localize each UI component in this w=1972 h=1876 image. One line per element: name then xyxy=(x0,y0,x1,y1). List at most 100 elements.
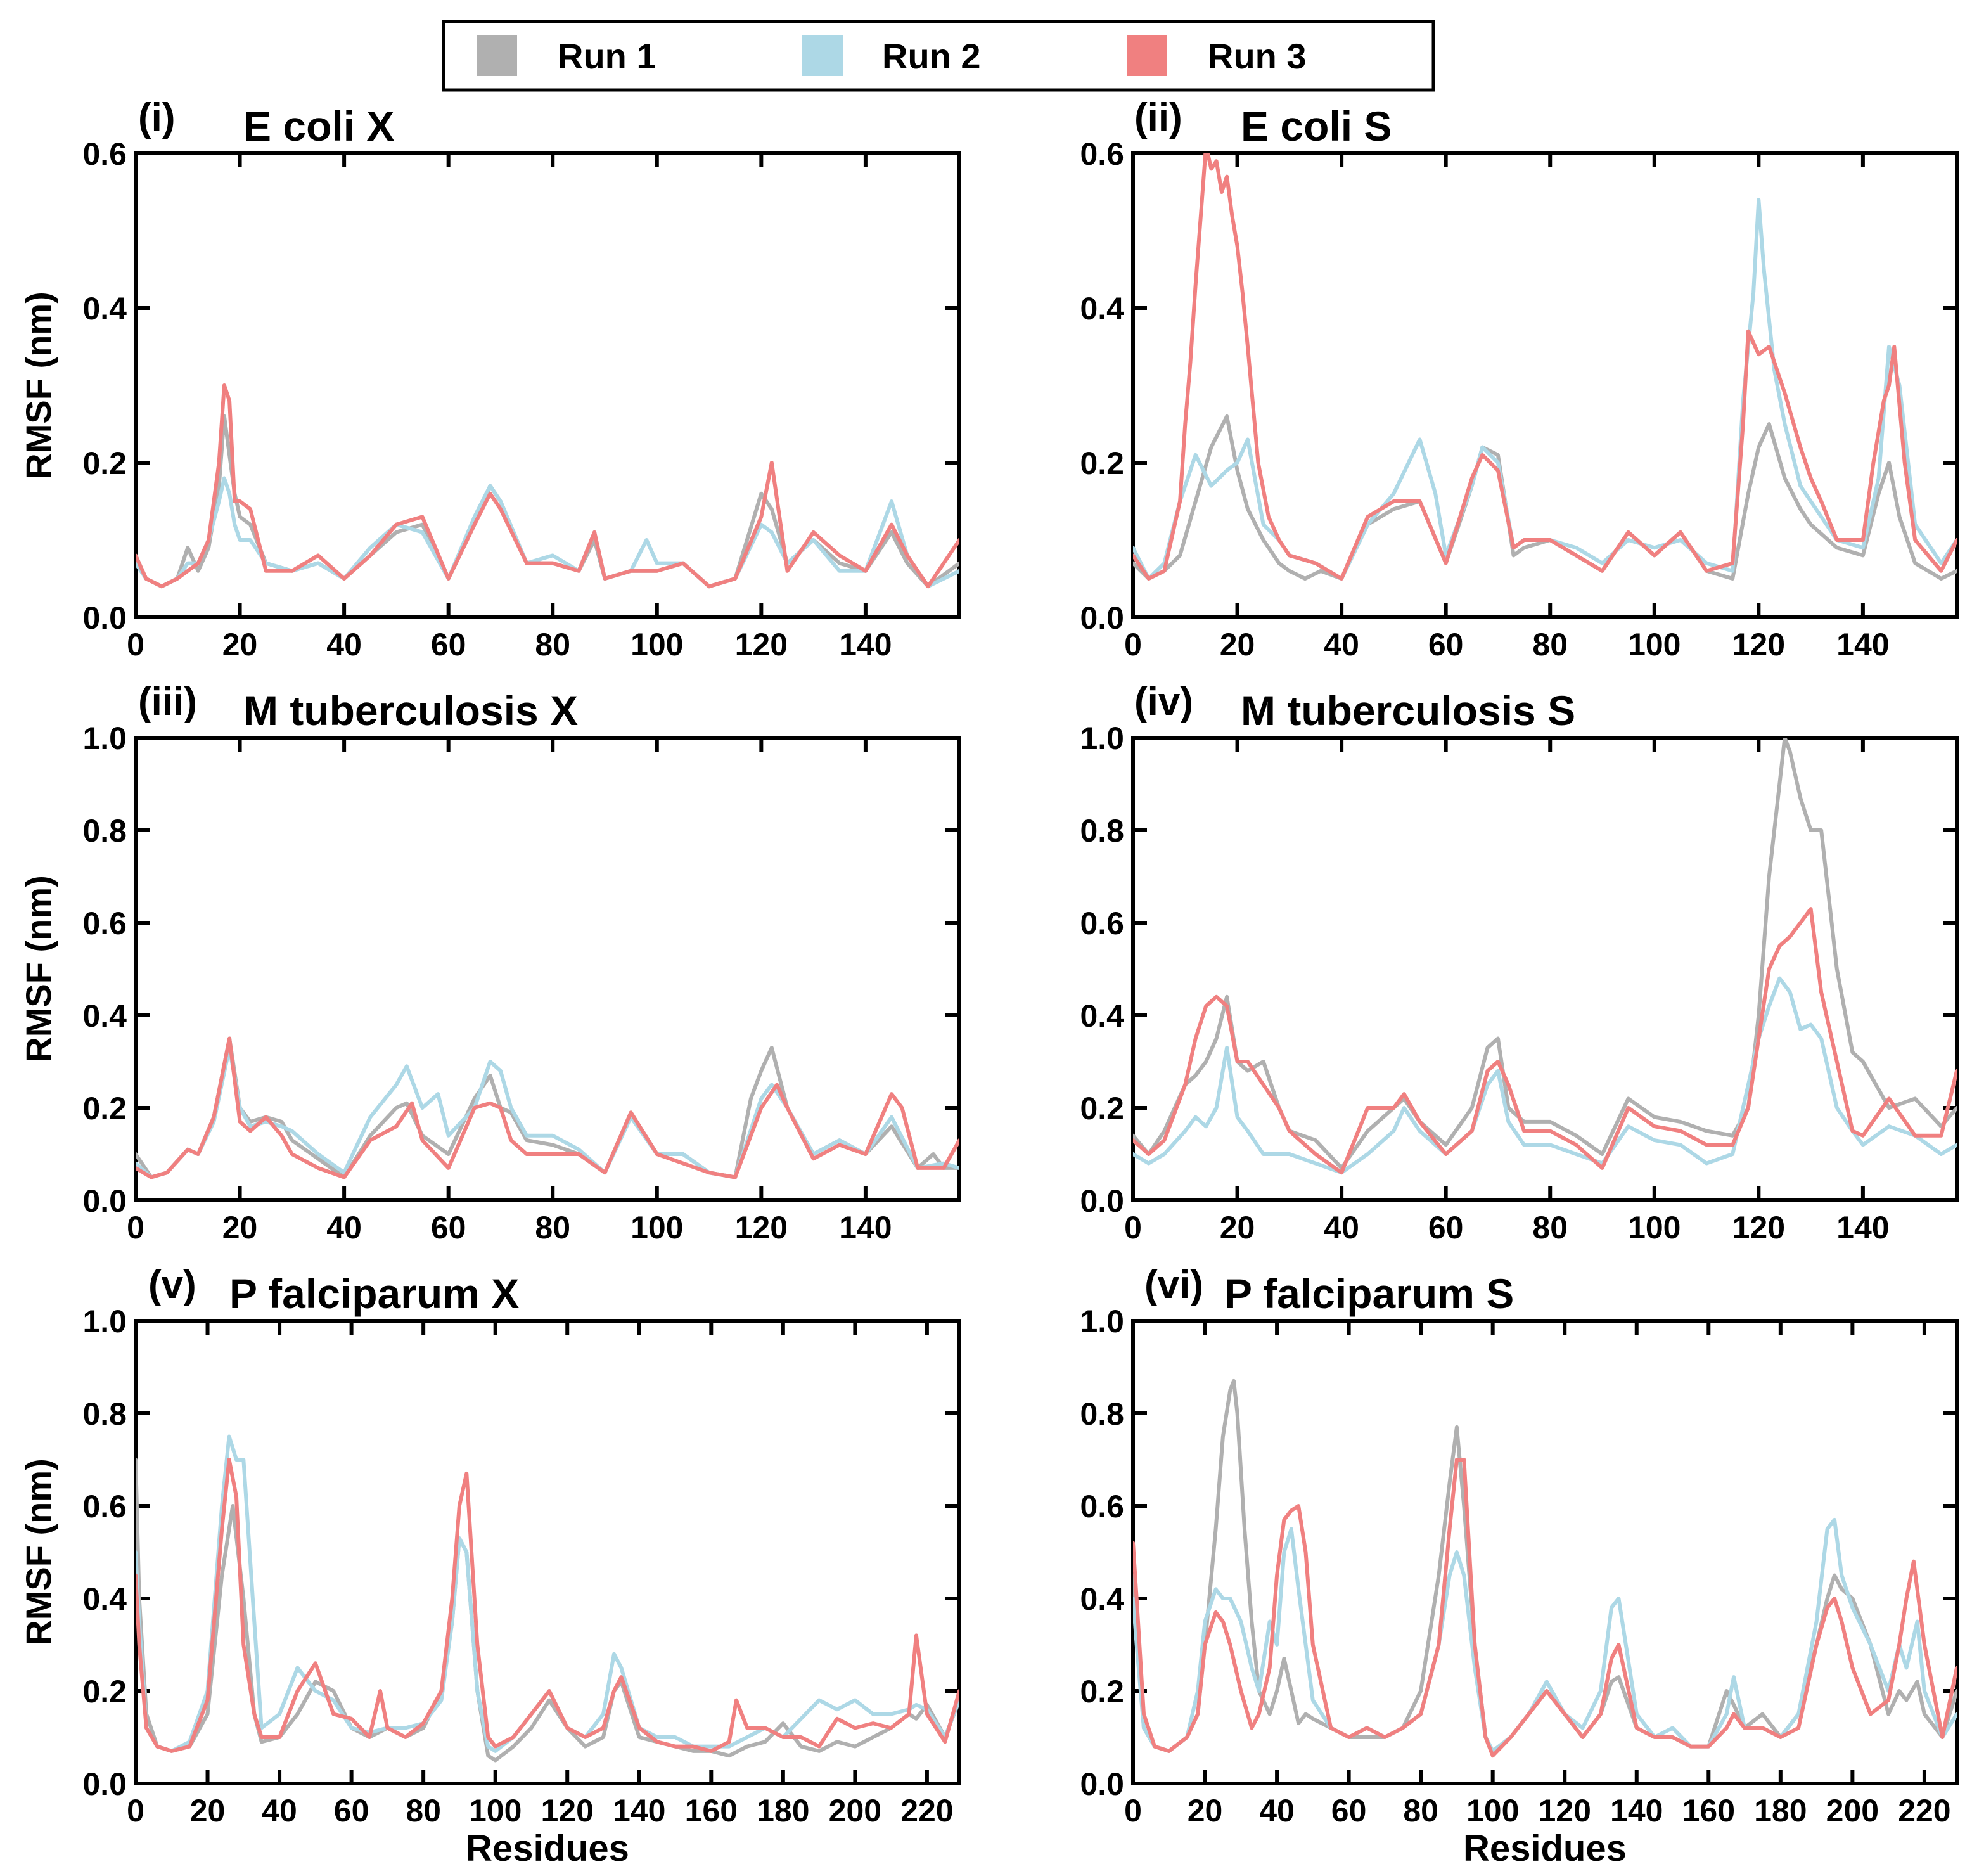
x-tick-label: 140 xyxy=(839,1210,892,1245)
panel-label: (iii) xyxy=(138,680,197,724)
y-tick-label: 0.2 xyxy=(82,1674,127,1709)
panel-label: (i) xyxy=(138,96,176,139)
y-tick-label: 0.6 xyxy=(1080,136,1124,172)
x-tick-label: 220 xyxy=(1898,1793,1950,1828)
series-line-run-1 xyxy=(136,1458,959,1763)
x-tick-label: 40 xyxy=(1324,627,1359,662)
y-tick-label: 0.8 xyxy=(82,1396,127,1432)
y-tick-label: 0.8 xyxy=(82,813,127,849)
chart-panel-2: 0.0 0.2 0.4 0.6 0 20 40 60 80 100 120 140 (ii) E coli… xyxy=(1080,96,1959,662)
y-tick-label: 0.2 xyxy=(82,446,127,481)
x-tick-label: 100 xyxy=(631,627,683,662)
x-tick-label: 80 xyxy=(535,1210,570,1245)
x-tick-label: 40 xyxy=(1324,1210,1359,1245)
series-line-run-3 xyxy=(136,1458,959,1753)
x-tick-label: 120 xyxy=(735,1210,788,1245)
x-tick-label: 20 xyxy=(222,627,258,662)
series-line-run-3 xyxy=(136,1036,959,1179)
x-tick-label: 100 xyxy=(469,1793,522,1828)
y-tick-label: 0.8 xyxy=(1080,1396,1124,1432)
chart-title: E coli S xyxy=(1241,103,1392,150)
y-axis-label: RMSF (nm) xyxy=(18,1458,58,1646)
panel-label: (iv) xyxy=(1134,680,1193,724)
x-tick-label: 200 xyxy=(829,1793,881,1828)
chart-title: P falciparum X xyxy=(229,1270,519,1317)
x-tick-label: 40 xyxy=(262,1793,297,1828)
plot-frame xyxy=(134,736,961,1202)
x-tick-label: 60 xyxy=(1331,1793,1367,1828)
x-tick-label: 120 xyxy=(1539,1793,1591,1828)
series-line-run-2 xyxy=(1133,976,1957,1175)
x-tick-label: 140 xyxy=(1836,627,1889,662)
x-tick-label: 60 xyxy=(1428,1210,1464,1245)
y-tick-label: 0.2 xyxy=(1080,1091,1124,1126)
series-line-run-3 xyxy=(1133,1458,1957,1758)
panel-label: (ii) xyxy=(1134,96,1182,139)
y-tick-label: 0.0 xyxy=(82,1766,127,1802)
x-tick-label: 180 xyxy=(757,1793,809,1828)
x-axis-label: Residues xyxy=(466,1828,629,1869)
x-tick-label: 40 xyxy=(326,627,362,662)
x-tick-label: 140 xyxy=(613,1793,665,1828)
x-tick-label: 120 xyxy=(1732,1210,1785,1245)
x-tick-label: 140 xyxy=(839,627,892,662)
y-tick-label: 1.0 xyxy=(82,721,127,756)
x-tick-label: 100 xyxy=(1628,627,1681,662)
chart-title: M tuberculosis S xyxy=(1241,687,1575,734)
x-tick-label: 160 xyxy=(1682,1793,1735,1828)
y-tick-label: 0.8 xyxy=(1080,813,1124,849)
legend-swatch-run-1 xyxy=(477,35,517,76)
x-tick-label: 160 xyxy=(685,1793,738,1828)
panel-label: (v) xyxy=(148,1263,196,1307)
legend: Run 1 Run 2 Run 3 xyxy=(442,20,1435,92)
x-tick-label: 60 xyxy=(431,627,466,662)
x-tick-label: 20 xyxy=(1220,627,1255,662)
x-tick-label: 220 xyxy=(900,1793,953,1828)
x-tick-label: 200 xyxy=(1826,1793,1879,1828)
y-tick-label: 0.4 xyxy=(82,1581,127,1617)
x-tick-label: 140 xyxy=(1836,1210,1889,1245)
y-axis-label: RMSF (nm) xyxy=(18,292,58,479)
plot-frame xyxy=(1131,736,1959,1202)
x-tick-label: 60 xyxy=(334,1793,369,1828)
y-tick-label: 0.0 xyxy=(82,1183,127,1219)
y-tick-label: 0.2 xyxy=(1080,446,1124,481)
y-tick-label: 0.0 xyxy=(1080,1183,1124,1219)
y-tick-label: 0.0 xyxy=(1080,1766,1124,1802)
y-tick-label: 1.0 xyxy=(1080,1304,1124,1339)
chart-title: P falciparum S xyxy=(1224,1270,1514,1317)
x-tick-label: 80 xyxy=(1403,1793,1438,1828)
y-tick-label: 0.0 xyxy=(1080,600,1124,636)
chart-panel-4: 0.0 0.2 0.4 0.6 0.8 1.0 0 20 40 60 80 100 120 140 (iv)… xyxy=(1080,680,1959,1245)
chart-panel-5: 0.0 0.2 0.4 0.6 0.8 1.0 0 20 40 60 80 100 120 140 160 1… xyxy=(18,1263,961,1869)
y-axis-label: RMSF (nm) xyxy=(18,875,58,1063)
legend-frame xyxy=(442,20,1435,92)
legend-label-run-1: Run 1 xyxy=(558,36,656,76)
y-tick-label: 0.4 xyxy=(1080,291,1124,326)
x-tick-label: 80 xyxy=(535,627,570,662)
series-line-run-3 xyxy=(1133,907,1957,1175)
y-tick-label: 0.4 xyxy=(1080,1581,1124,1617)
x-tick-label: 0 xyxy=(127,627,144,662)
x-tick-label: 0 xyxy=(127,1793,144,1828)
chart-panel-1: 0.0 0.2 0.4 0.6 0 20 40 60 80 100 120 140 (i) E coli … xyxy=(18,96,961,662)
y-tick-label: 0.2 xyxy=(82,1091,127,1126)
y-tick-label: 0.6 xyxy=(82,906,127,941)
y-tick-label: 0.2 xyxy=(1080,1674,1124,1709)
chart-title: M tuberculosis X xyxy=(243,687,578,734)
plot-frame xyxy=(1131,151,1959,619)
y-tick-label: 0.4 xyxy=(1080,998,1124,1034)
x-tick-label: 80 xyxy=(1532,1210,1568,1245)
y-tick-label: 1.0 xyxy=(1080,721,1124,756)
x-tick-label: 0 xyxy=(127,1210,144,1245)
x-tick-label: 120 xyxy=(1732,627,1785,662)
legend-label-run-3: Run 3 xyxy=(1208,36,1307,76)
x-tick-label: 0 xyxy=(1124,1793,1142,1828)
y-tick-label: 1.0 xyxy=(82,1304,127,1339)
legend-label-run-2: Run 2 xyxy=(882,36,981,76)
y-tick-label: 0.0 xyxy=(82,600,127,636)
panel-label: (vi) xyxy=(1144,1263,1203,1307)
x-tick-label: 100 xyxy=(1466,1793,1519,1828)
x-tick-label: 140 xyxy=(1610,1793,1663,1828)
